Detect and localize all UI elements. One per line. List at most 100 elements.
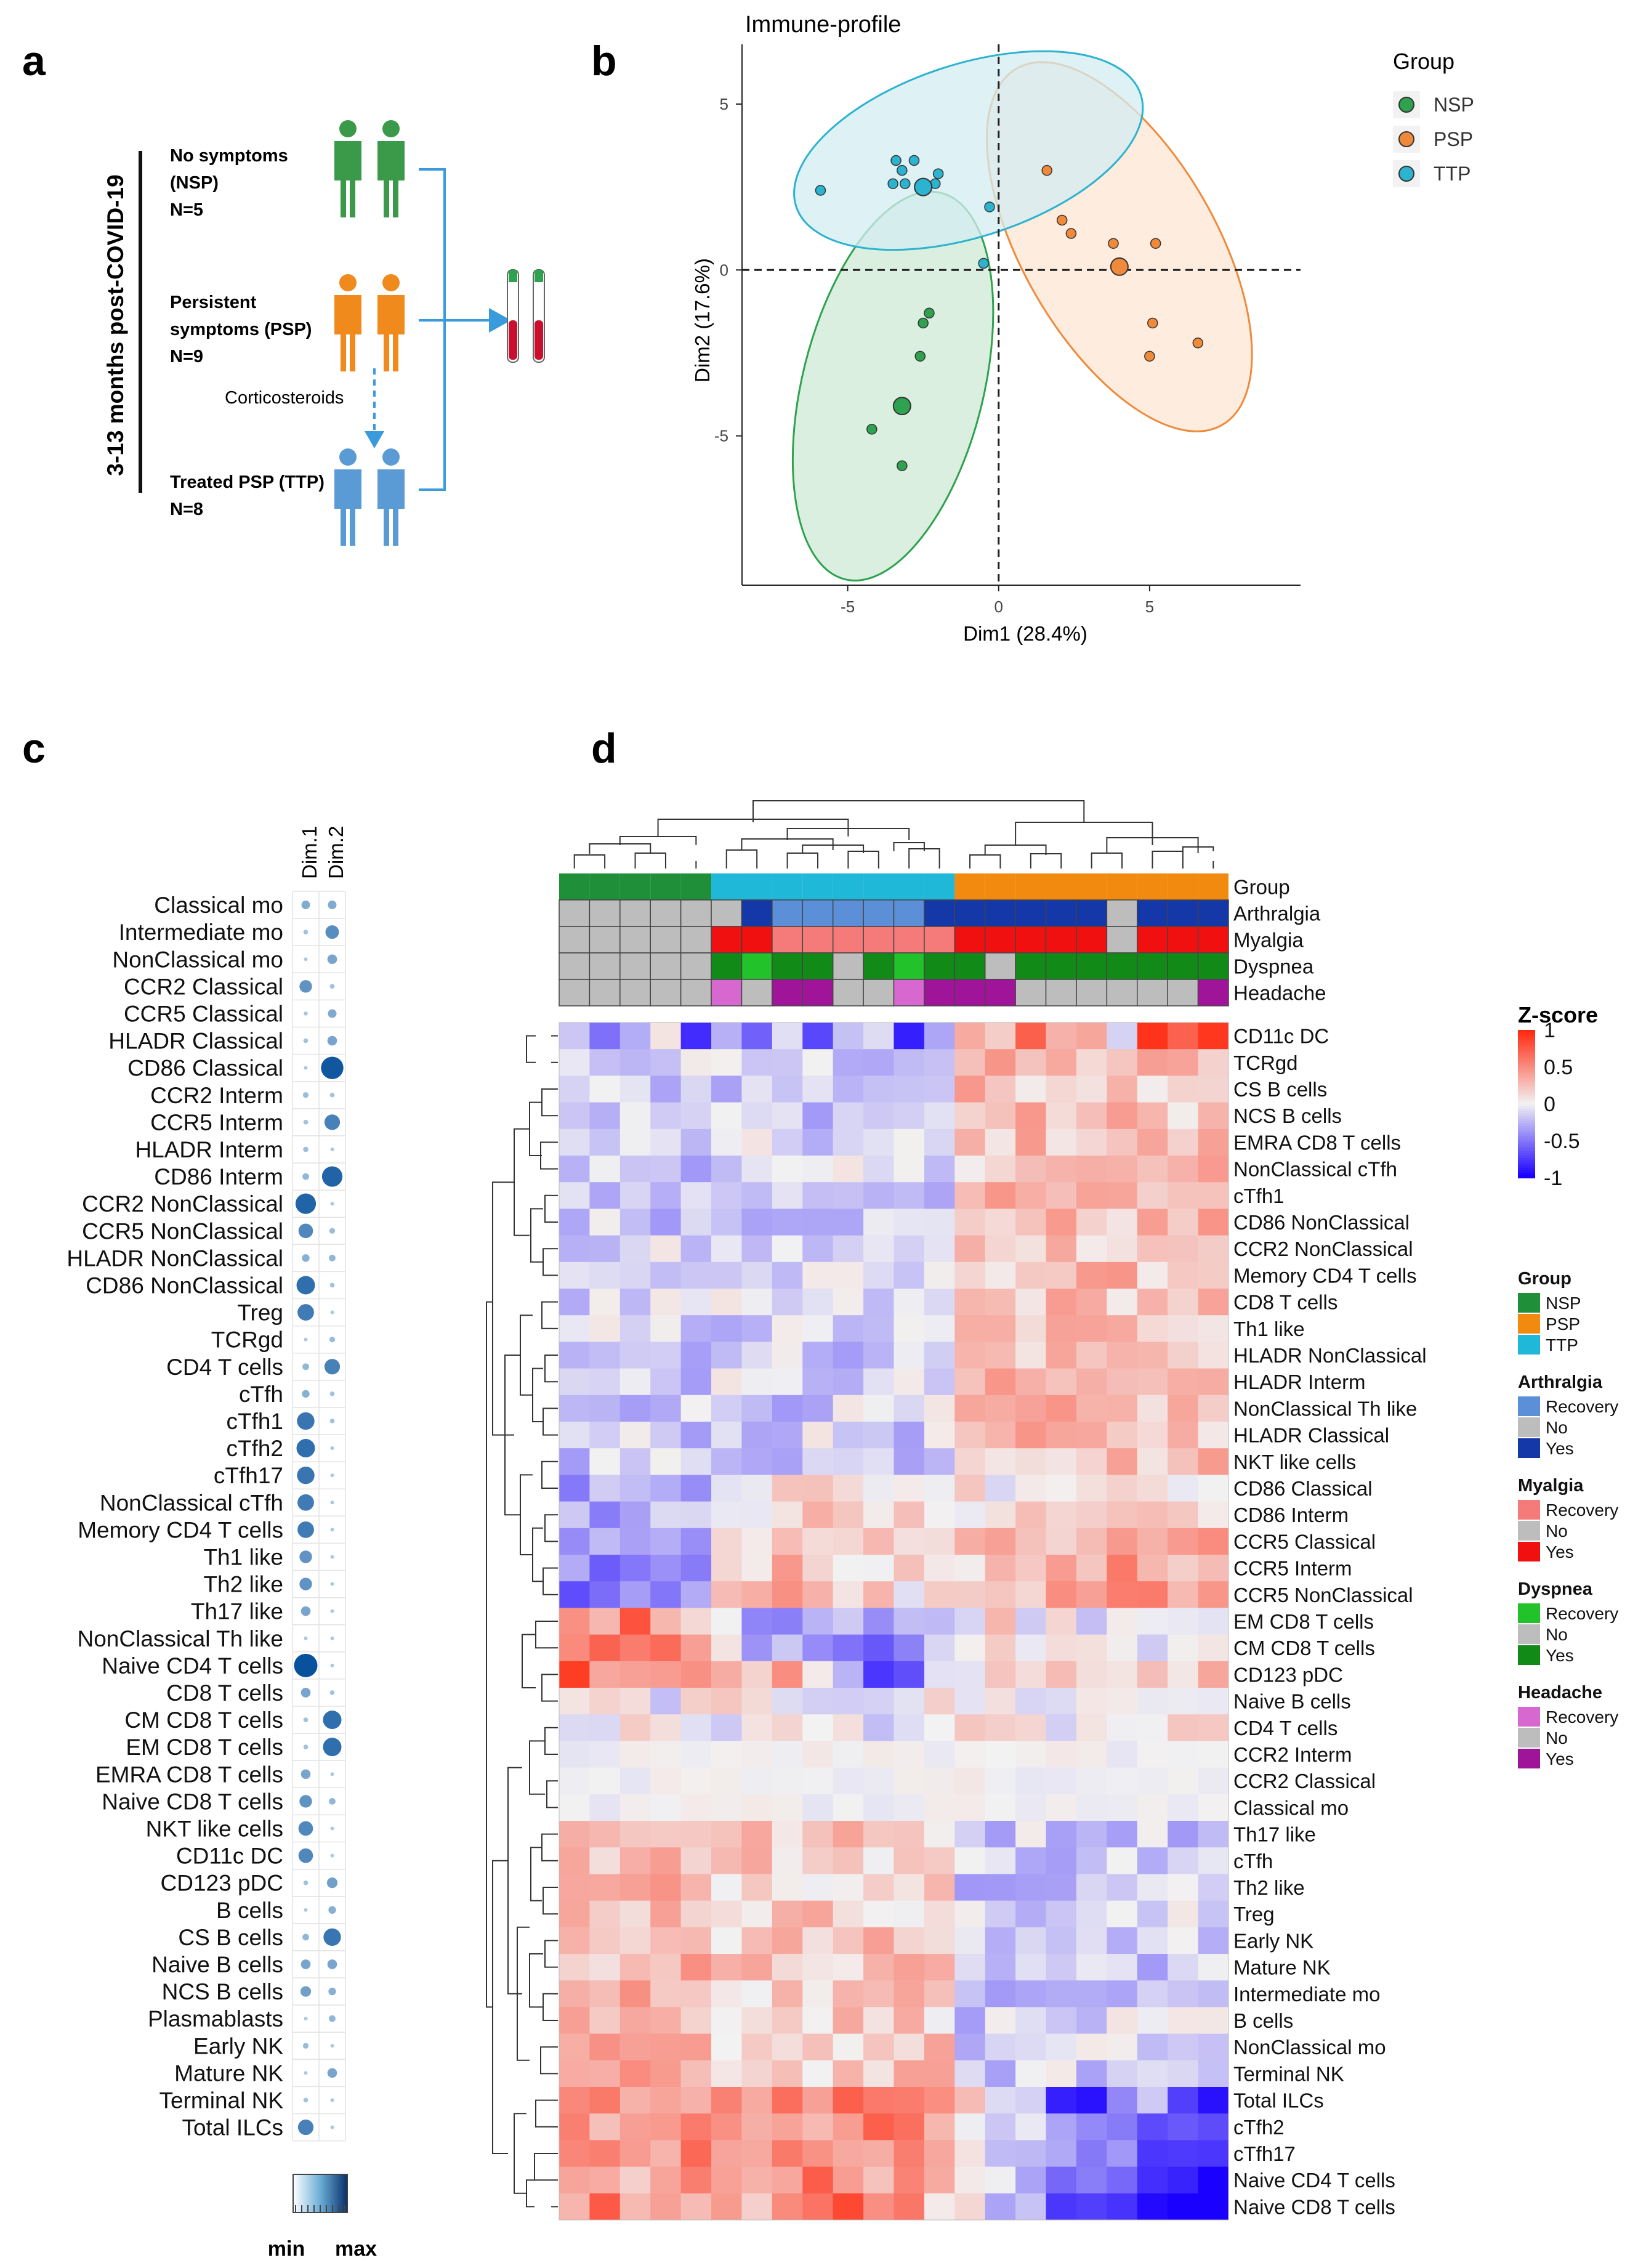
heatmap-cell (1076, 1847, 1107, 1874)
group-nsp-line-2: (NSP) (170, 173, 219, 193)
heatmap-cell (589, 2087, 621, 2114)
heatmap-cell (1198, 1927, 1229, 1954)
annotation-cell-dyspnea (1197, 952, 1229, 980)
heatmap-cell (1046, 1368, 1077, 1396)
heatmap-cell (924, 1874, 955, 1901)
legend-label-nsp: NSP (1434, 94, 1474, 116)
heatmap-cell (1015, 1847, 1047, 1874)
heatmap-cell (802, 1475, 834, 1502)
heatmap-cell (589, 1235, 621, 1263)
heatmap-cell (772, 2113, 803, 2140)
heatmap-cell (894, 1289, 925, 1316)
annotation-cell-arthralgia (619, 899, 651, 927)
heatmap-cell (680, 1874, 712, 1901)
heatmap-cell (1107, 1368, 1138, 1396)
heatmap-cell (680, 1954, 712, 1981)
dim-dot (299, 1550, 312, 1563)
heatmap-cell (924, 1422, 955, 1449)
heatmap-cell (741, 2087, 773, 2114)
heatmap-cell (802, 2140, 834, 2168)
heatmap-cell (985, 1395, 1016, 1422)
zscore-gradient-step (1518, 1146, 1535, 1149)
heatmap-cell (589, 1741, 621, 1768)
annotation-cell-headache (954, 979, 986, 1006)
heatmap-cell (833, 1182, 864, 1209)
annotation-cell-myalgia (1076, 926, 1108, 954)
heatmap-cell (833, 2140, 864, 2168)
heatmap-cell (559, 1794, 590, 1821)
annotation-cell-myalgia (1197, 926, 1229, 954)
heatmap-cell (1076, 1501, 1107, 1529)
group-nsp-line-1: No symptoms (170, 146, 288, 166)
heatmap-cell (894, 1075, 925, 1103)
heatmap-cell (863, 2033, 894, 2061)
heatmap-cell (954, 1874, 986, 1901)
dendrogram-branch (544, 1355, 551, 1383)
heatmap-cell (863, 2007, 894, 2035)
heatmap-cell (1046, 1075, 1077, 1103)
panel-label-c: c (22, 725, 46, 772)
dim-row-label: HLADR NonClassical (67, 1245, 283, 1271)
heatmap-cell (619, 1342, 651, 1369)
timeline-label: 3-13 months post-COVID-19 (103, 174, 128, 476)
heatmap-cell (1076, 1954, 1107, 1981)
heatmap-cell (833, 1581, 864, 1608)
heatmap-cell (680, 1209, 712, 1236)
annotation-cell-arthralgia (863, 899, 895, 927)
heatmap-cell (833, 2113, 864, 2140)
heatmap-cell (1015, 1102, 1047, 1130)
heatmap-cell (1046, 1528, 1077, 1555)
annotation-label-arthralgia: Arthralgia (1233, 902, 1321, 925)
legend-title-arthralgia: Arthralgia (1518, 1372, 1603, 1392)
annotation-cell-dyspnea (772, 952, 804, 980)
heatmap-cell (741, 1235, 773, 1263)
heatmap-cell (589, 1900, 621, 1928)
heatmap-cell (924, 1555, 955, 1582)
heatmap-cell (1137, 1501, 1168, 1529)
heatmap-cell (954, 1023, 986, 1050)
group-label-psp: Persistent symptoms (PSP) N=9 (170, 293, 317, 367)
heatmap-cell (954, 2140, 986, 2168)
dim-row-label: cTfh2 (226, 1436, 283, 1461)
heatmap-cell (619, 2007, 651, 2035)
dim-scale-min: min (268, 2237, 305, 2261)
dim-dot (329, 1092, 335, 1098)
heatmap-cell (1198, 1581, 1229, 1608)
heatmap-row-label: EM CD8 T cells (1233, 1610, 1374, 1633)
annotation-cell-group (1015, 873, 1046, 900)
heatmap-cell (1198, 1980, 1229, 2007)
dendrogram-branch (725, 849, 758, 861)
zscore-title: Z-score (1518, 1002, 1598, 1027)
heatmap-cell (1076, 1581, 1107, 1608)
heatmap-cell (802, 1608, 834, 1635)
heatmap-cell (894, 1156, 925, 1183)
heatmap-cell (802, 1688, 834, 1715)
dendrogram-branch (541, 1833, 551, 1861)
heatmap-cell (954, 1954, 986, 1981)
point-psp (1147, 317, 1158, 329)
dendrogram-branch (486, 1301, 493, 2008)
dim-dot (326, 1877, 338, 1889)
heatmap-cell (559, 1182, 590, 1209)
heatmap-cell (802, 1661, 834, 1688)
annotation-cell-headache (802, 979, 834, 1006)
heatmap-cell (1076, 1927, 1107, 1954)
heatmap-cell (863, 1315, 894, 1342)
heatmap-cell (559, 1448, 590, 1475)
legend-item-label: No (1546, 1728, 1568, 1748)
heatmap-cell (863, 1023, 894, 1050)
heatmap-cell (650, 1368, 682, 1396)
heatmap-cell (1107, 1262, 1138, 1289)
heatmap-cell (589, 1501, 621, 1529)
heatmap-cell (894, 1475, 925, 1502)
dendrogram-branch (526, 1035, 536, 1063)
heatmap-cell (894, 2193, 925, 2221)
heatmap-cell (559, 1900, 590, 1928)
heatmap-cell (741, 1794, 773, 1821)
heatmap-cell (924, 1767, 955, 1795)
heatmap-cell (711, 1075, 742, 1103)
annotation-cell-arthralgia (1106, 899, 1138, 927)
dim-dot (330, 1202, 334, 1206)
heatmap-cell (619, 1156, 651, 1183)
